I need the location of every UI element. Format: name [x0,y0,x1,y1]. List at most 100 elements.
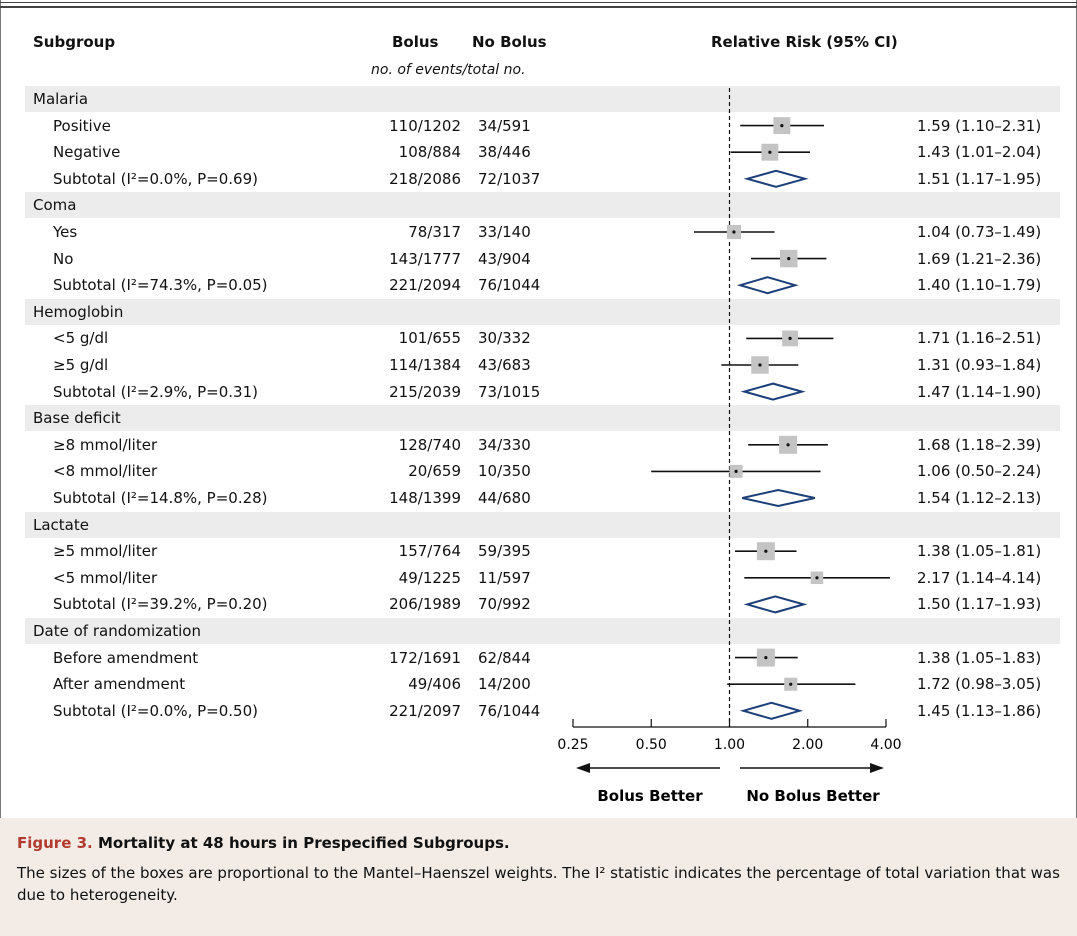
relative-risk-text: 1.50 (1.17–1.93) [917,595,1042,614]
point-estimate [758,363,762,367]
group-row: Lactate [25,511,1060,538]
header-no-bolus: No Bolus [472,33,547,51]
relative-risk-text: 1.31 (0.93–1.84) [917,356,1042,374]
no-bolus-count: 43/904 [478,249,531,268]
point-estimate [789,682,793,686]
subtotal-diamond [743,595,808,614]
caption-heading: Mortality at 48 hours in Prespecified Su… [97,834,510,852]
no-bolus-better-arrowhead [870,763,884,773]
point-estimate [787,257,791,261]
bolus-count: 20/659 [408,462,461,481]
relative-risk-text: 1.54 (1.12–2.13) [917,489,1042,507]
row-label: Negative [53,143,121,162]
bolus-count: 221/2094 [389,276,461,295]
subtotal-row: Subtotal (I²=14.8%, P=0.28) 148/1399 44/68… [25,485,1060,511]
x-tick-label: 2.00 [792,737,823,753]
x-tick-label: 0.25 [557,737,588,753]
subtotal-diamond [736,276,799,295]
bolus-count: 78/317 [408,223,461,241]
no-bolus-count: 59/395 [478,542,531,561]
relative-risk-text: 1.40 (1.10–1.79) [917,276,1042,295]
relative-risk-text: 1.45 (1.13–1.86) [917,701,1042,720]
header-units: no. of events/total no. [371,62,526,78]
row-label: Subtotal (I²=2.9%, P=0.31) [53,382,258,401]
bolus-count: 148/1399 [389,489,461,507]
table-row: ≥5 g/dl 114/1384 43/683 1.31 (0.93–1.84) [25,352,1060,378]
no-bolus-count: 10/350 [478,462,531,481]
table-row: ≥8 mmol/liter 128/740 34/330 1.68 (1.18–2.3… [25,432,1060,458]
bolus-better-arrowhead [576,763,590,773]
top-rule-thick [0,6,1077,8]
group-row: Hemoglobin [25,298,1060,325]
row-label: Date of randomization [33,622,201,640]
no-bolus-count: 14/200 [478,675,531,694]
no-bolus-count: 76/1044 [478,276,541,295]
subtotal-diamond [740,382,806,401]
bolus-count: 221/2097 [389,701,461,720]
row-label: <8 mmol/liter [53,462,158,481]
point-estimate [768,150,772,154]
subtotal-row: Subtotal (I²=74.3%, P=0.05) 221/2094 76/10… [25,272,1060,298]
bolus-count: 114/1384 [389,356,461,374]
row-label: ≥5 g/dl [53,356,109,374]
row-label: Malaria [33,90,89,108]
table-row: <5 mmol/liter 49/1225 11/597 2.17 (1.14–4.1… [25,565,1060,591]
bolus-count: 143/1777 [389,249,461,268]
bolus-count: 101/655 [398,329,461,348]
point-estimate [732,230,736,234]
point-estimate [780,124,784,128]
table-row: ≥5 mmol/liter 157/764 59/395 1.38 (1.05–1.8… [25,538,1060,564]
table-row: <8 mmol/liter 20/659 10/350 1.06 (0.50–2.24… [25,458,1060,484]
bolus-count: 172/1691 [389,648,461,667]
relative-risk-text: 1.38 (1.05–1.83) [917,648,1042,667]
no-bolus-count: 73/1015 [478,382,541,401]
bolus-count: 110/1202 [389,116,461,135]
figure-caption: Figure 3. Mortality at 48 hours in Presp… [0,818,1077,936]
relative-risk-text: 1.43 (1.01–2.04) [917,143,1042,162]
row-label: After amendment [53,675,186,694]
row-label: Positive [53,116,111,135]
row-label: <5 g/dl [53,329,109,348]
point-estimate [734,469,738,473]
bolus-count: 157/764 [398,542,461,561]
subtotal-diamond [743,169,809,188]
subtotal-row: Subtotal (I²=2.9%, P=0.31) 215/2039 73/101… [25,379,1060,405]
subtotal-row: Subtotal (I²=0.0%, P=0.50) 221/2097 76/104… [25,698,1060,724]
bolus-count: 49/406 [408,675,461,694]
row-label: Base deficit [33,409,121,428]
header-bolus: Bolus [392,33,439,51]
table-row: After amendment 49/406 14/200 1.72 (0.98–3.… [25,671,1060,697]
point-estimate [764,549,768,553]
relative-risk-text: 1.72 (0.98–3.05) [917,675,1042,694]
relative-risk-text: 1.06 (0.50–2.24) [917,462,1042,481]
bolus-count: 108/884 [398,143,461,162]
relative-risk-text: 2.17 (1.14–4.14) [917,568,1042,587]
no-bolus-count: 72/1037 [478,169,541,188]
x-tick-label: 0.50 [636,737,667,753]
header-relative-risk: Relative Risk (95% CI) [711,33,898,51]
table-row: Yes 78/317 33/140 1.04 (0.73–1.49) [25,219,1060,245]
header-subgroup: Subgroup [33,33,116,51]
no-bolus-count: 11/597 [478,568,531,587]
row-label: Before amendment [53,648,199,667]
table-row: Positive 110/1202 34/591 1.59 (1.10–2.31) [25,113,1060,139]
relative-risk-text: 1.69 (1.21–2.36) [917,249,1042,268]
no-bolus-count: 34/330 [478,435,531,454]
caption-label: Figure 3. [17,834,93,852]
point-estimate [764,656,768,660]
caption-title: Figure 3. Mortality at 48 hours in Presp… [17,834,510,852]
top-rule [0,2,1077,3]
row-label: Subtotal (I²=0.0%, P=0.69) [53,169,258,188]
subtotal-diamond [742,488,816,508]
no-bolus-count: 44/680 [478,489,531,507]
point-estimate [815,576,819,580]
group-row: Base deficit [25,405,1060,432]
row-label: Subtotal (I²=39.2%, P=0.20) [53,595,268,614]
no-bolus-count: 76/1044 [478,701,541,720]
no-bolus-count: 34/591 [478,116,531,135]
table-row: No 143/1777 43/904 1.69 (1.21–2.36) [25,246,1060,272]
no-bolus-count: 43/683 [478,356,531,374]
relative-risk-text: 1.71 (1.16–2.51) [917,329,1042,348]
x-tick-label: 1.00 [714,737,745,753]
table-row: <5 g/dl 101/655 30/332 1.71 (1.16–2.51) [25,325,1060,351]
